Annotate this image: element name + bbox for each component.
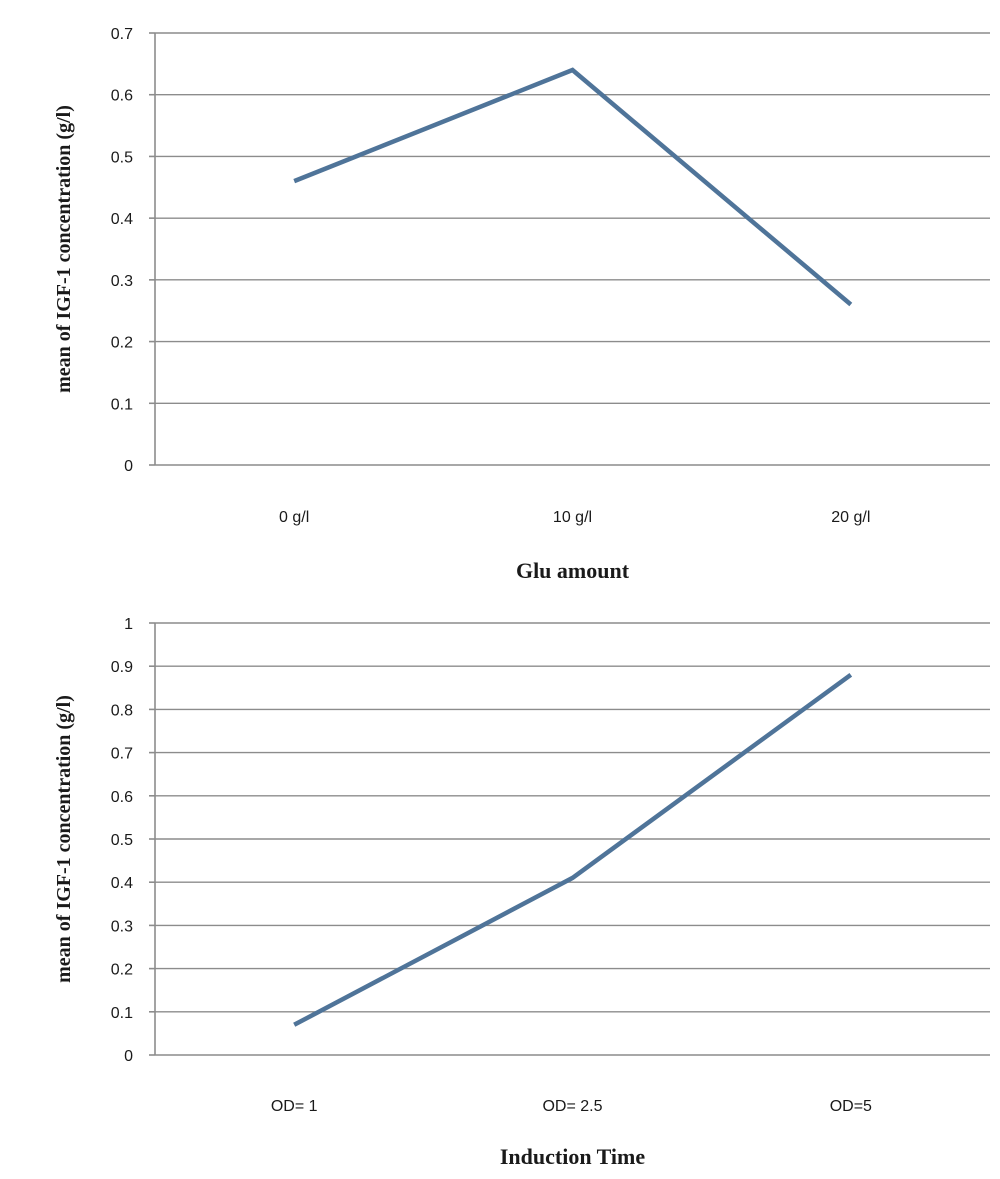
x-axis-label: Glu amount	[516, 558, 630, 583]
chart-glu-amount: 0 0.1 0.2 0.3 0.4 0.5 0.6 0.7 0 g/l 10 g/l 20 g/l…	[53, 26, 990, 583]
x-axis-label: Induction Time	[500, 1144, 646, 1169]
y-tick-label: 0.6	[111, 88, 133, 105]
y-tick-label: 0	[124, 458, 133, 475]
y-tick-label: 0.1	[111, 396, 133, 413]
y-tick-label: 0.8	[111, 702, 133, 719]
x-tick-label: 20 g/l	[831, 509, 870, 526]
y-tick-label: 0.3	[111, 918, 133, 935]
y-tick-label: 0.2	[111, 962, 133, 979]
series	[293, 67, 853, 307]
y-tick-labels: 0 0.1 0.2 0.3 0.4 0.5 0.6 0.7	[111, 26, 133, 475]
y-tick-label: 1	[124, 616, 133, 633]
axes	[149, 32, 990, 466]
y-tick-label: 0.3	[111, 273, 133, 290]
gridlines	[155, 622, 990, 1013]
y-tick-labels: 0 0.1 0.2 0.3 0.4 0.5 0.6 0.7 0.8 0.9 1	[111, 616, 133, 1065]
series-line	[293, 67, 853, 307]
y-tick-label: 0.7	[111, 746, 133, 763]
y-tick-label: 0.9	[111, 659, 133, 676]
x-tick-label: OD= 1	[271, 1098, 318, 1115]
x-tick-labels: OD= 1 OD= 2.5 OD=5	[271, 1098, 872, 1115]
axes	[149, 622, 990, 1056]
y-tick-label: 0.4	[111, 211, 133, 228]
gridlines	[155, 32, 990, 404]
x-tick-label: 10 g/l	[553, 509, 592, 526]
y-axis-label: mean of IGF-1 concentration (g/l)	[53, 105, 75, 393]
y-axis-label: mean of IGF-1 concentration (g/l)	[53, 695, 75, 983]
series	[293, 672, 853, 1027]
y-tick-label: 0.1	[111, 1005, 133, 1022]
chart-induction-time: 0 0.1 0.2 0.3 0.4 0.5 0.6 0.7 0.8 0.9 1 OD= 1 OD= 2…	[53, 616, 990, 1169]
x-tick-labels: 0 g/l 10 g/l 20 g/l	[279, 509, 870, 526]
y-tick-label: 0	[124, 1048, 133, 1065]
x-tick-label: OD=5	[830, 1098, 872, 1115]
y-tick-label: 0.4	[111, 875, 133, 892]
y-tick-label: 0.2	[111, 335, 133, 352]
y-tick-label: 0.5	[111, 832, 133, 849]
y-tick-label: 0.7	[111, 26, 133, 43]
series-line	[293, 672, 853, 1027]
y-tick-label: 0.5	[111, 149, 133, 166]
x-tick-label: OD= 2.5	[542, 1098, 602, 1115]
y-tick-label: 0.6	[111, 789, 133, 806]
x-tick-label: 0 g/l	[279, 509, 309, 526]
